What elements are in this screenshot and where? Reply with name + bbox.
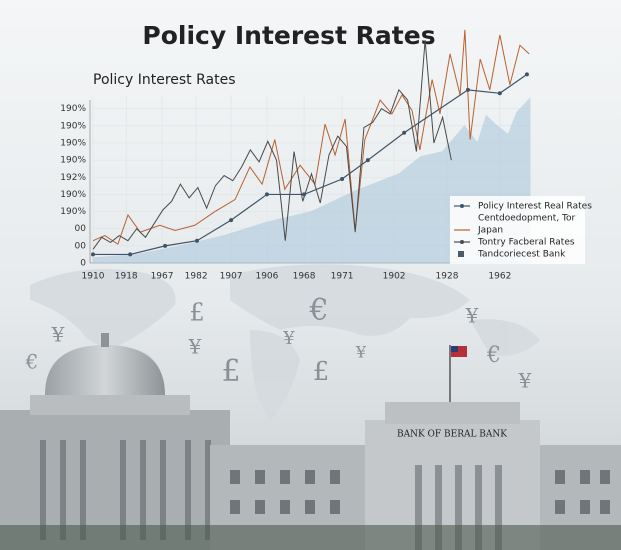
currency-symbol: ¥ xyxy=(51,323,65,347)
marker xyxy=(91,252,95,257)
currency-symbol: ¥ xyxy=(465,304,479,328)
marker xyxy=(365,158,370,163)
legend-box xyxy=(450,196,585,264)
chart-title: Policy Interest Rates xyxy=(142,21,435,50)
currency-symbol: ¥ xyxy=(355,343,367,362)
y-tick-label: 192% xyxy=(60,173,86,183)
x-tick-label: 1982 xyxy=(185,272,208,282)
currency-symbol: £ xyxy=(313,357,330,387)
marker xyxy=(302,192,307,197)
legend-label: Policy Interest Real Rates xyxy=(478,202,592,212)
currency-symbol: € xyxy=(25,350,39,374)
y-tick-label: 190% xyxy=(60,207,86,217)
x-tick-label: 1918 xyxy=(115,272,138,282)
y-tick-label: 190% xyxy=(60,156,86,166)
legend-label: Tontry Facberal Rates xyxy=(477,238,575,248)
legend-label: Centdoedopment, Tor xyxy=(478,214,575,224)
x-tick-label: 1928 xyxy=(436,272,459,282)
marker xyxy=(524,72,529,77)
y-tick-label: 190% xyxy=(60,190,86,200)
y-tick-label: 00 xyxy=(75,241,87,251)
y-tick-label: 190% xyxy=(60,104,86,114)
y-tick-label: 0 xyxy=(80,259,86,269)
x-tick-label: 1910 xyxy=(82,272,105,282)
marker xyxy=(229,218,234,223)
x-tick-label: 1962 xyxy=(488,272,511,282)
currency-symbol: € xyxy=(486,343,501,368)
x-tick-label: 1968 xyxy=(293,272,316,282)
currency-symbols: € £ ¥ ¥ ¥ £ £ ¥ € € ¥ ¥ xyxy=(25,293,532,393)
chart-subtitle: Policy Interest Rates xyxy=(93,72,236,88)
currency-symbol: £ xyxy=(189,299,204,327)
marker xyxy=(497,91,502,96)
currency-symbol: ¥ xyxy=(282,328,295,349)
currency-symbol: € xyxy=(308,293,328,328)
legend-label: Japan xyxy=(477,226,503,236)
line xyxy=(92,40,452,250)
marker xyxy=(264,192,269,197)
legend-label: Tandcoriecest Bank xyxy=(477,250,566,260)
y-tick-label: 190% xyxy=(60,121,86,131)
x-tick-label: 1902 xyxy=(383,272,406,282)
y-tick-label: 190% xyxy=(60,139,86,149)
legend: Policy Interest Real Rates Centdoedopment… xyxy=(450,196,592,264)
marker xyxy=(340,177,345,181)
area xyxy=(92,97,531,264)
legend-swatch xyxy=(460,204,464,208)
currency-symbol: £ xyxy=(221,354,240,389)
marker xyxy=(163,243,168,248)
x-tick-label: 1971 xyxy=(331,272,354,282)
marker xyxy=(128,252,133,257)
y-tick-label: 00 xyxy=(75,224,87,234)
marker xyxy=(402,130,407,135)
legend-swatch xyxy=(460,240,464,244)
x-tick-label: 1967 xyxy=(151,272,174,282)
legend-swatch xyxy=(458,251,464,257)
building-sign: BANK OF BERAL BANK xyxy=(397,430,507,440)
currency-symbol: ¥ xyxy=(188,335,202,359)
trees xyxy=(0,525,621,550)
currency-symbol: ¥ xyxy=(518,369,532,393)
marker xyxy=(195,238,200,243)
x-tick-label: 1907 xyxy=(220,272,243,282)
marker xyxy=(465,87,470,92)
x-tick-label: 1906 xyxy=(255,272,278,282)
line xyxy=(92,29,530,245)
